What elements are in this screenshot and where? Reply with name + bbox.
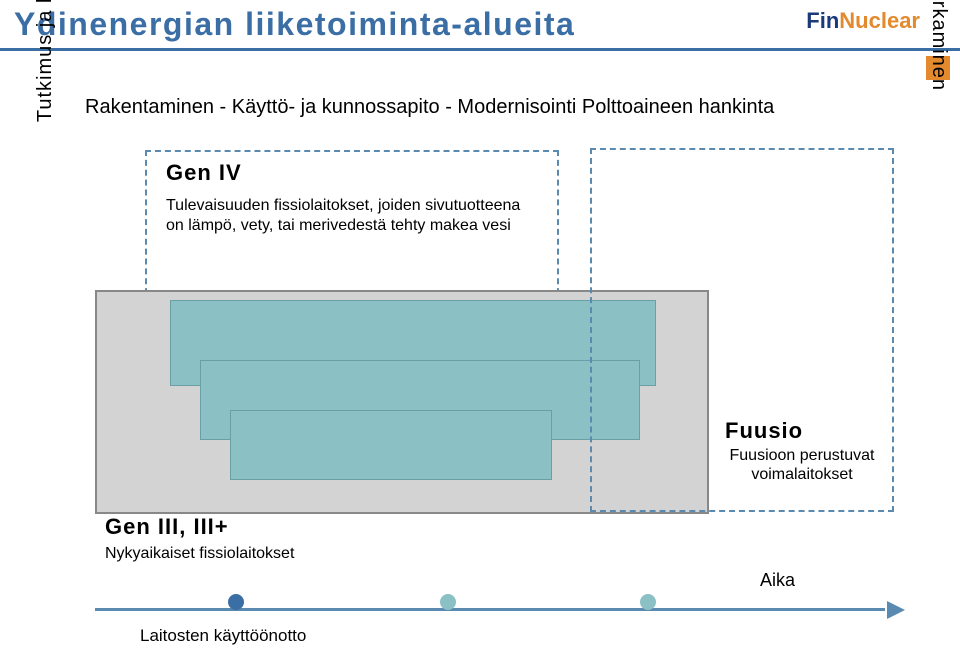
axis-right-label: - Ydinjätehuolto - Purkaminen: [927, 0, 950, 150]
timeline-dot-2: [440, 594, 456, 610]
page-title: Ydinenergian liiketoiminta-alueita: [14, 6, 575, 43]
gen4-description: Tulevaisuuden fissiolaitokset, joiden si…: [166, 196, 526, 236]
logo: FinNuclear: [806, 8, 920, 34]
gen4-title: Gen IV: [166, 160, 242, 186]
footer-label: Laitosten käyttöönotto: [140, 626, 306, 646]
time-arrow: [95, 598, 905, 622]
axis-left-label: Tutkimus ja kehitys - Lupaprosessi -: [34, 0, 57, 150]
logo-part2: Nuclear: [839, 8, 920, 33]
fusion-title: Fuusio: [725, 418, 803, 444]
gen3-block-3: [230, 410, 552, 480]
time-axis-label: Aika: [760, 570, 795, 591]
fusion-description: Fuusioon perustuvat voimalaitokset: [712, 446, 892, 484]
logo-part1: Fin: [806, 8, 839, 33]
gen3-description: Nykyaikaiset fissiolaitokset: [105, 544, 305, 563]
arrow-head-icon: [887, 601, 905, 619]
subtitle: Rakentaminen - Käyttö- ja kunnossapito -…: [85, 96, 774, 119]
title-underline: [0, 48, 960, 51]
timeline-dot-1: [228, 594, 244, 610]
gen3-title: Gen III, III+: [105, 514, 229, 540]
timeline-dot-3: [640, 594, 656, 610]
time-line: [95, 608, 885, 611]
